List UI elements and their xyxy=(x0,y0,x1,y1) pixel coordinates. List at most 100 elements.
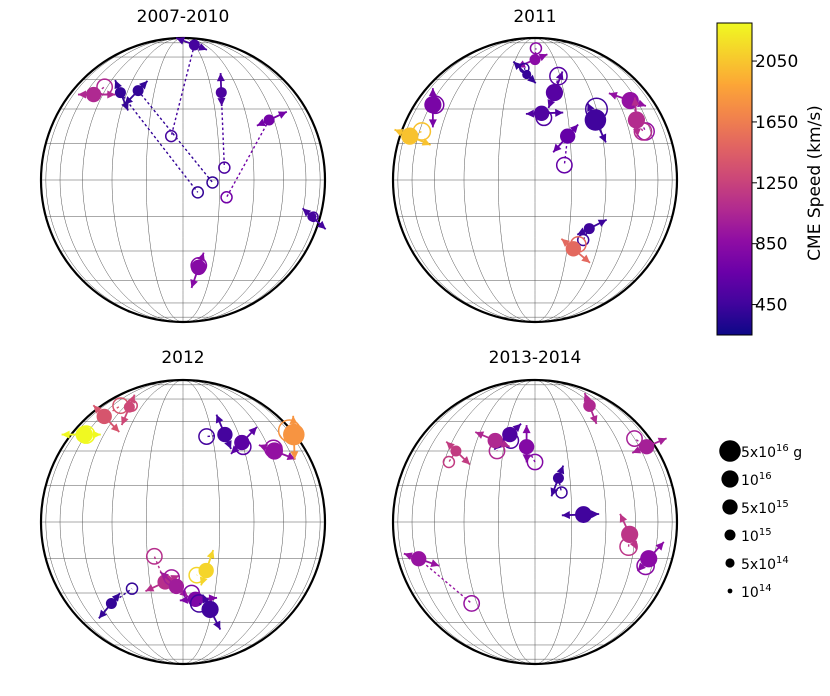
cme-source-marker xyxy=(216,87,227,98)
cme-source-marker xyxy=(266,442,283,459)
cme-direction-arrow-back-head xyxy=(429,88,437,96)
cme-direction-arrow-back-head xyxy=(523,454,531,462)
cme-source-marker xyxy=(234,435,249,450)
size-legend-marker xyxy=(722,499,737,514)
colorbar-tick-label: 850 xyxy=(755,235,787,255)
cme-source-marker xyxy=(502,427,517,442)
cme-source-marker xyxy=(522,70,531,79)
cme-direction-arrow-head xyxy=(217,73,225,81)
cme-direction-arrow-head xyxy=(609,92,618,100)
cme-direction-arrow-back-head xyxy=(591,510,599,518)
deflection-track xyxy=(419,559,472,604)
colorbar: 2050 1650 1250 850 450 CME Speed (km/s) xyxy=(717,23,825,335)
cme-source-marker xyxy=(640,550,657,567)
cme-source-marker xyxy=(133,85,144,96)
cme-source-marker xyxy=(546,84,563,101)
deflection-track xyxy=(120,93,197,193)
cme-direction-arrow-head xyxy=(207,550,215,559)
panel-title-2: 2011 xyxy=(513,7,556,27)
colorbar-top xyxy=(717,23,752,85)
solar-disk-2007-2010 xyxy=(41,37,326,322)
cme-source-marker xyxy=(86,87,101,102)
cme-source-marker xyxy=(566,241,581,256)
colorbar-tick-label: 1250 xyxy=(755,174,798,194)
cme-source-marker xyxy=(106,598,117,609)
solar-disk-2013-2014 xyxy=(393,380,677,664)
cme-event xyxy=(99,583,138,618)
colorbar-label: CME Speed (km/s) xyxy=(805,105,825,261)
solar-disk-2011 xyxy=(393,38,677,322)
cme-source-marker xyxy=(488,433,503,448)
cme-source-marker xyxy=(628,111,645,128)
cme-source-marker xyxy=(424,96,441,113)
cme-event xyxy=(526,106,563,126)
cme-event xyxy=(577,220,606,246)
cme-source-marker xyxy=(519,439,534,454)
cme-source-marker xyxy=(169,579,184,594)
size-legend-label: 1015 xyxy=(741,527,772,545)
cme-direction-arrow-head xyxy=(62,431,70,439)
cme-event xyxy=(166,37,207,142)
cme-source-marker xyxy=(217,427,232,442)
cme-event xyxy=(551,466,567,498)
colorbar-tick-label: 450 xyxy=(755,296,787,316)
cme-source-marker xyxy=(450,446,461,457)
cme-source-marker xyxy=(553,473,564,484)
cme-event xyxy=(231,427,257,454)
cme-direction-arrow-head xyxy=(523,425,531,433)
cme-event xyxy=(546,68,567,109)
colorbar-tick-label: 1650 xyxy=(755,113,798,133)
solar-disk-2012 xyxy=(41,380,325,664)
size-legend-marker xyxy=(721,470,738,487)
size-legend-label: 1016 xyxy=(741,471,772,489)
cme-source-marker xyxy=(189,39,200,50)
size-legend-label: 5x1016 g xyxy=(741,443,802,461)
deflection-track xyxy=(138,91,212,183)
cme-direction-arrow-back-head xyxy=(217,98,225,106)
cme-event xyxy=(93,398,128,432)
cme-event xyxy=(424,88,443,127)
cme-event xyxy=(395,123,431,146)
cme-event xyxy=(443,442,470,468)
cme-source-marker xyxy=(585,109,607,131)
panel-title-3: 2012 xyxy=(161,348,204,368)
size-legend-marker xyxy=(719,440,741,462)
colorbar-gradient xyxy=(717,84,752,335)
size-legend-marker xyxy=(725,558,734,567)
cme-source-marker xyxy=(199,563,214,578)
panel-title-4: 2013-2014 xyxy=(489,348,582,368)
cme-source-marker xyxy=(97,409,112,424)
cme-source-marker xyxy=(530,54,541,65)
deflection-track xyxy=(227,120,270,197)
colorbar-ticks: 2050 1650 1250 850 450 xyxy=(752,52,798,316)
cme-source-marker xyxy=(283,424,305,446)
cme-direction-arrow-back-head xyxy=(93,431,101,439)
size-legend-marker xyxy=(728,589,733,594)
cme-source-marker xyxy=(411,551,426,566)
panel-title-1: 2007-2010 xyxy=(137,7,230,27)
size-legend-label: 5x1014 xyxy=(741,555,789,573)
cme-direction-arrow-head xyxy=(562,511,570,519)
cme-direction-arrow-back-head xyxy=(180,596,188,604)
cme-direction-arrow-head xyxy=(430,559,439,567)
cme-source-marker xyxy=(639,439,654,454)
cme-source-marker xyxy=(76,426,93,443)
cme-source-marker xyxy=(191,260,206,275)
cme-source-marker xyxy=(584,223,595,234)
cme-event xyxy=(519,425,543,470)
size-legend-marker xyxy=(725,530,736,541)
cme-event xyxy=(199,415,233,449)
cme-event xyxy=(216,73,230,173)
cme-event xyxy=(562,507,599,522)
cme-event xyxy=(189,550,214,585)
size-legend-label: 1014 xyxy=(741,583,772,601)
cme-direction-arrow-back-head xyxy=(78,91,86,99)
cme-source-marker xyxy=(584,400,595,411)
colorbar-tick-label: 2050 xyxy=(755,52,798,72)
cme-source-marker xyxy=(621,526,638,543)
cme-source-marker xyxy=(115,87,126,98)
cme-direction-arrow-head xyxy=(429,119,437,127)
cme-event xyxy=(404,551,479,611)
